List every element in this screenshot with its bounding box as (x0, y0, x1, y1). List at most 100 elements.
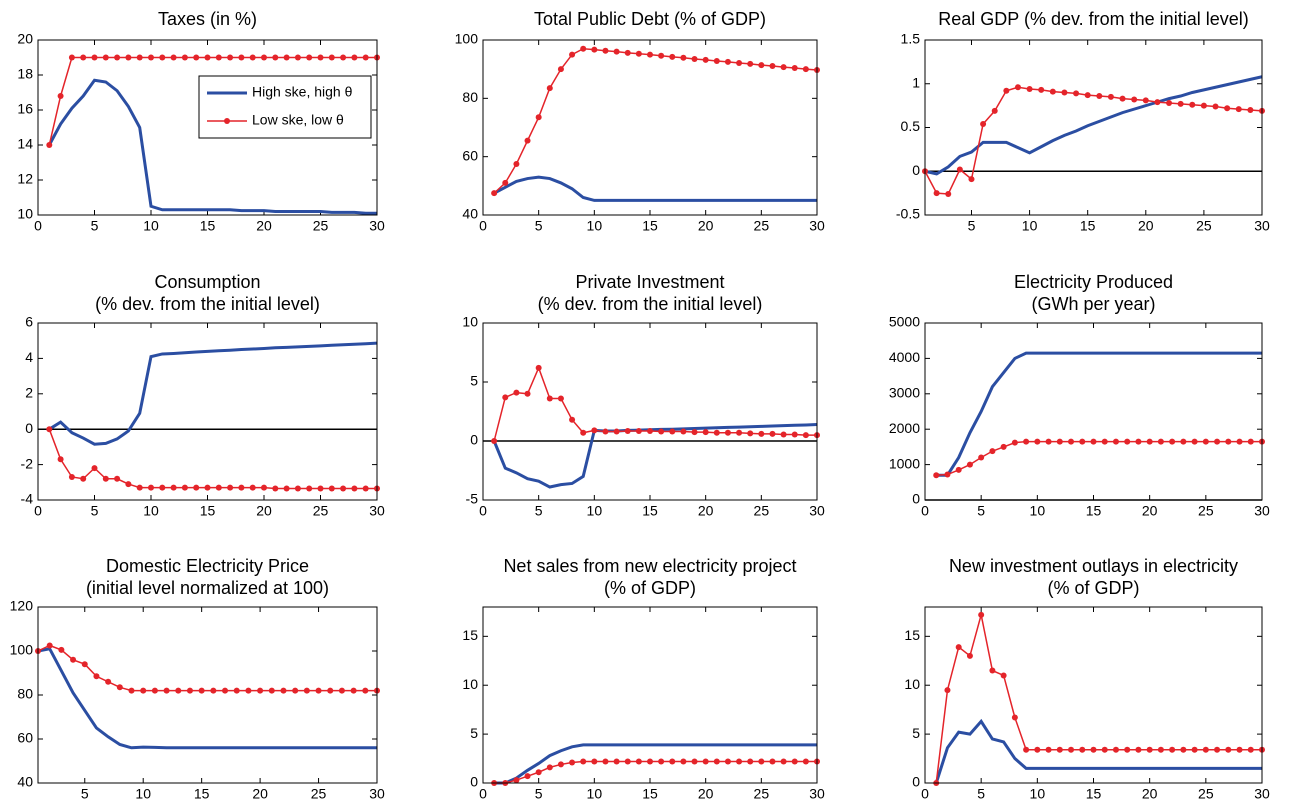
x-tick-label: 30 (1254, 218, 1270, 234)
marker (338, 687, 345, 694)
marker (680, 758, 687, 765)
x-tick-label: 10 (587, 503, 603, 519)
marker (215, 54, 222, 61)
marker (170, 484, 177, 491)
x-tick-label: 15 (200, 218, 216, 234)
series-line (494, 743, 817, 785)
marker (317, 54, 324, 61)
marker (1146, 746, 1153, 753)
marker (1154, 99, 1161, 106)
y-tick-label: 5000 (889, 314, 920, 330)
marker (724, 429, 731, 436)
marker (502, 179, 509, 186)
marker (233, 687, 240, 694)
y-tick-label: 120 (10, 598, 34, 614)
x-tick-label: 10 (1022, 218, 1038, 234)
marker (769, 62, 776, 69)
chart-title: Domestic Electricity Price (106, 556, 309, 576)
marker (580, 758, 587, 765)
marker (57, 456, 64, 463)
x-tick-label: 15 (642, 786, 658, 802)
marker (159, 484, 166, 491)
marker (602, 428, 609, 435)
marker (546, 764, 553, 771)
marker (557, 66, 564, 73)
marker (1107, 93, 1114, 100)
x-tick-label: 30 (1254, 503, 1270, 519)
marker (125, 54, 132, 61)
marker (283, 54, 290, 61)
marker (140, 687, 147, 694)
y-tick-label: 5 (470, 725, 478, 741)
marker (669, 428, 676, 435)
x-tick-label: 25 (754, 786, 770, 802)
marker (227, 54, 234, 61)
marker (1124, 746, 1131, 753)
plot-frame (37, 322, 378, 501)
marker (148, 484, 154, 491)
marker (1135, 438, 1142, 445)
marker (1225, 746, 1232, 753)
marker (1112, 746, 1119, 753)
x-tick-label: 30 (809, 786, 825, 802)
marker (802, 758, 809, 765)
chart-panel: 0 5 10 15 0 5 10 15 20 25 30 New investment outlays… (904, 556, 1270, 802)
marker (362, 54, 369, 61)
x-tick-label: 25 (311, 786, 327, 802)
plot-frame (924, 606, 1263, 784)
y-tick-label: 4 (25, 349, 33, 365)
marker (1224, 105, 1231, 112)
marker (1247, 746, 1254, 753)
marker (1079, 746, 1086, 753)
marker (736, 429, 743, 436)
y-tick-label: -4 (21, 491, 34, 507)
x-tick-label: 25 (313, 503, 329, 519)
marker (1124, 438, 1131, 445)
plot-frame (482, 322, 818, 501)
marker (1214, 746, 1221, 753)
x-tick-label: 5 (91, 218, 99, 234)
x-tick-label: 5 (977, 503, 985, 519)
legend-marker (224, 118, 230, 124)
marker (1191, 438, 1198, 445)
marker (1200, 102, 1207, 109)
marker (736, 758, 743, 765)
x-tick-label: 0 (921, 786, 929, 802)
y-tick-label: 2000 (889, 420, 920, 436)
marker (758, 430, 765, 437)
marker (978, 454, 985, 461)
x-tick-label: 10 (587, 786, 603, 802)
marker (978, 611, 985, 618)
marker (680, 54, 687, 61)
marker (136, 54, 143, 61)
x-tick-label: 5 (535, 786, 543, 802)
y-tick-label: 3000 (889, 385, 920, 401)
plot-frame (482, 39, 818, 216)
marker (193, 54, 200, 61)
x-tick-label: 10 (135, 786, 151, 802)
marker (1096, 93, 1103, 99)
marker (328, 485, 335, 492)
marker (491, 438, 498, 444)
marker (713, 429, 720, 436)
marker (268, 687, 275, 694)
x-tick-label: 25 (1196, 218, 1212, 234)
chart-subtitle: (GWh per year) (1031, 294, 1155, 314)
marker (980, 121, 987, 127)
y-tick-label: 15 (462, 627, 478, 643)
marker (557, 395, 564, 402)
chart-subtitle: (% dev. from the initial level) (538, 294, 763, 314)
x-tick-label: 20 (698, 218, 714, 234)
chart-subtitle: (initial level normalized at 100) (86, 578, 329, 598)
marker (261, 54, 267, 61)
marker (635, 50, 642, 57)
marker (780, 64, 787, 71)
chart-panel: -0.5 0 0.5 1 1.5 5 10 15 20 25 30 Real GDP (% dev. … (896, 9, 1270, 234)
marker (557, 761, 564, 768)
marker (613, 428, 620, 435)
marker (1247, 107, 1254, 113)
marker (1038, 86, 1045, 93)
x-tick-label: 10 (587, 218, 603, 234)
marker (215, 484, 222, 491)
